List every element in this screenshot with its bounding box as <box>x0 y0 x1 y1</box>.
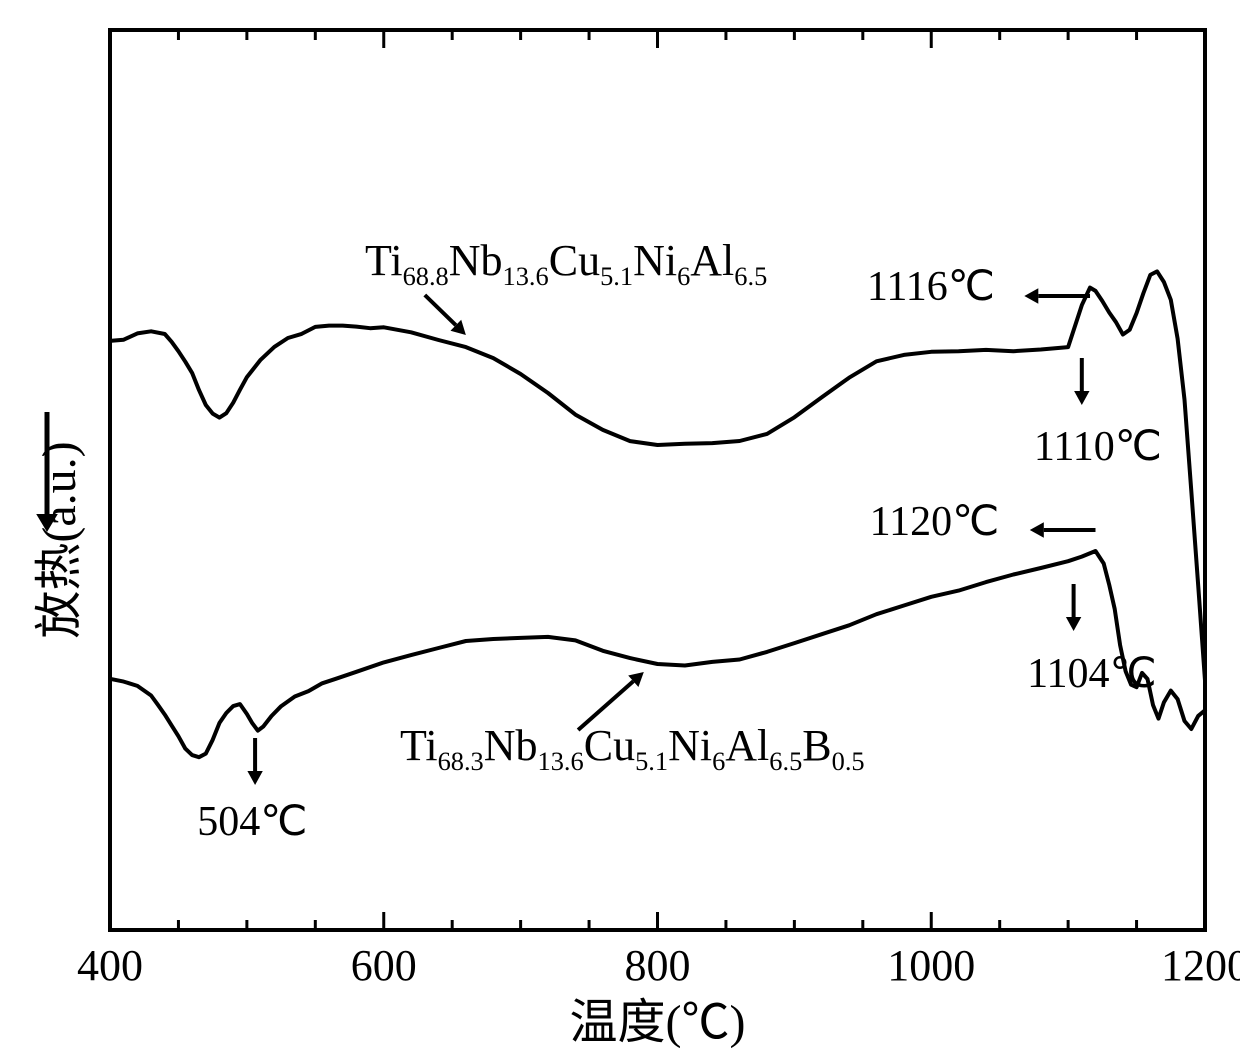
x-tick-label: 1200 <box>1161 941 1240 990</box>
x-tick-label: 1000 <box>887 941 975 990</box>
x-tick-label: 600 <box>351 941 417 990</box>
chart-root: 400 600 800 1000 1200 温度(℃) 放热(a.u.) 504℃ 1116℃ 1… <box>0 0 1240 1055</box>
curve-top <box>110 271 1205 680</box>
formula-top-label: Ti68.8Nb13.6Cu5.1Ni6Al6.5 <box>365 235 767 292</box>
arrow-to-top-curve-line <box>425 295 456 325</box>
chart-svg: 400 600 800 1000 1200 温度(℃) 放热(a.u.) 504℃ 1116℃ 1… <box>0 0 1240 1055</box>
arrow-1110-head <box>1074 391 1089 405</box>
x-tick-label: 400 <box>77 941 143 990</box>
x-tick-label: 800 <box>625 941 691 990</box>
t1104-label: 1104℃ <box>1027 651 1157 697</box>
axes-frame <box>110 30 1205 930</box>
arrow-1116-head <box>1024 288 1038 303</box>
arrow-1120-head <box>1030 522 1044 537</box>
y-axis-label: 放热(a.u.) <box>33 441 86 638</box>
t1110-label: 1110℃ <box>1034 424 1162 470</box>
t504-label: 504℃ <box>197 799 307 845</box>
arrow-504-head <box>247 771 262 785</box>
x-axis-label: 温度(℃) <box>570 996 746 1049</box>
t1120-label: 1120℃ <box>870 499 1000 545</box>
t1116-label: 1116℃ <box>867 264 995 310</box>
formula-bottom-label: Ti68.3Nb13.6Cu5.1Ni6Al6.5B0.5 <box>400 720 865 777</box>
arrow-1104-head <box>1066 617 1081 631</box>
